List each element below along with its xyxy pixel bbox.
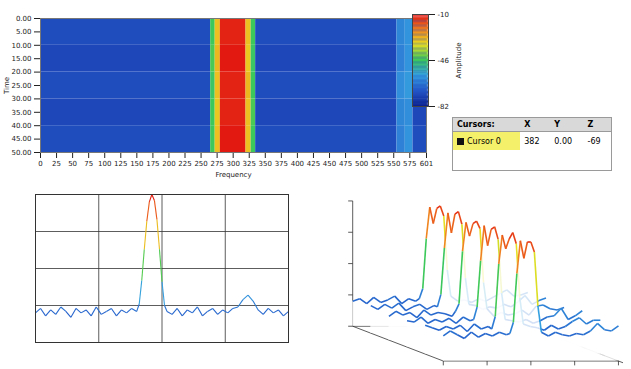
svg-text:525: 525 xyxy=(371,160,384,168)
svg-text:601: 601 xyxy=(420,160,433,168)
svg-text:5.00: 5.00 xyxy=(16,28,32,36)
svg-text:225: 225 xyxy=(178,160,191,168)
svg-text:325: 325 xyxy=(243,160,256,168)
svg-text:Time: Time xyxy=(3,77,11,95)
svg-text:450: 450 xyxy=(323,160,336,168)
svg-text:250: 250 xyxy=(194,160,207,168)
svg-text:20.00: 20.00 xyxy=(11,68,31,76)
svg-text:125: 125 xyxy=(114,160,127,168)
svg-text:350: 350 xyxy=(259,160,272,168)
html-text:Cursor 0: Cursor 0 xyxy=(467,136,501,146)
svg-text:550: 550 xyxy=(387,160,400,168)
svg-text:425: 425 xyxy=(307,160,320,168)
svg-text:10.00: 10.00 xyxy=(11,42,31,50)
svg-text:0.00: 0.00 xyxy=(16,15,32,23)
svg-text:Amplitude: Amplitude xyxy=(455,43,463,79)
svg-text:575: 575 xyxy=(403,160,416,168)
svg-text:-10: -10 xyxy=(438,11,449,19)
html-text:Z: Z xyxy=(587,120,594,129)
svg-text:50: 50 xyxy=(68,160,77,168)
html-text:0.00: 0.00 xyxy=(554,136,573,146)
html-text:X: X xyxy=(524,120,531,129)
svg-text:Frequency: Frequency xyxy=(215,171,251,179)
svg-text:175: 175 xyxy=(146,160,159,168)
svg-text:500: 500 xyxy=(355,160,368,168)
svg-text:375: 375 xyxy=(275,160,288,168)
html-text:Cursors:: Cursors: xyxy=(457,120,495,129)
svg-text:-82: -82 xyxy=(438,103,449,111)
svg-text:100: 100 xyxy=(98,160,111,168)
svg-text:35.00: 35.00 xyxy=(11,109,31,117)
svg-text:50.00: 50.00 xyxy=(11,149,31,157)
svg-text:15.00: 15.00 xyxy=(11,55,31,63)
svg-text:75: 75 xyxy=(84,160,93,168)
svg-text:300: 300 xyxy=(226,160,239,168)
svg-text:45.00: 45.00 xyxy=(11,135,31,143)
svg-text:475: 475 xyxy=(339,160,352,168)
html-text:382: 382 xyxy=(524,136,540,146)
html-text:Y: Y xyxy=(554,120,561,129)
svg-text:-46: -46 xyxy=(438,57,450,65)
svg-text:200: 200 xyxy=(162,160,175,168)
svg-text:150: 150 xyxy=(130,160,143,168)
html-text:-69: -69 xyxy=(587,136,601,146)
svg-text:400: 400 xyxy=(291,160,304,168)
svg-text:275: 275 xyxy=(210,160,223,168)
svg-text:0: 0 xyxy=(38,160,42,168)
svg-text:25: 25 xyxy=(52,160,61,168)
svg-text:25.00: 25.00 xyxy=(11,82,31,90)
svg-text:40.00: 40.00 xyxy=(11,122,31,130)
svg-text:30.00: 30.00 xyxy=(11,95,31,103)
